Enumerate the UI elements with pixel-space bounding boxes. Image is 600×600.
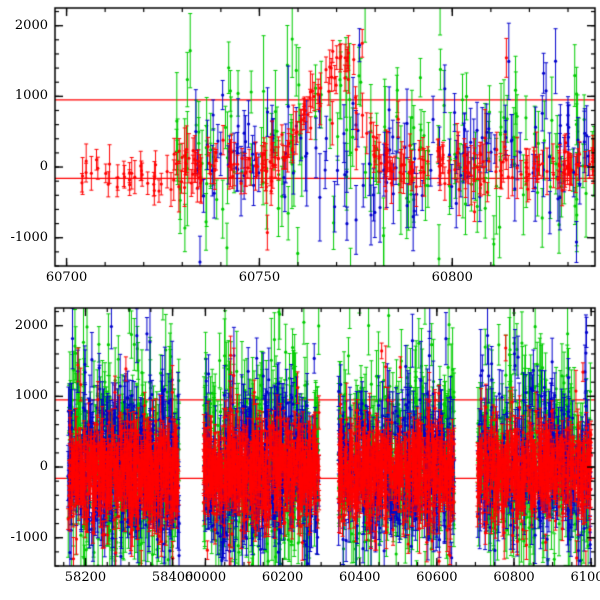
- y-tick-label: 1000: [14, 88, 48, 104]
- x-tick-label: 60000: [184, 570, 227, 585]
- y-tick-label: 0: [39, 459, 48, 475]
- x-tick-label: 60200: [261, 570, 304, 585]
- y-tick-label: -1000: [10, 529, 48, 545]
- x-tick-label: 61000: [570, 570, 600, 585]
- x-tick-label: 60700: [45, 270, 88, 285]
- y-tick-label: 2000: [14, 17, 48, 33]
- y-tick-label: 2000: [14, 317, 48, 333]
- y-tick-label: -1000: [10, 229, 48, 245]
- x-tick-label: 60750: [238, 270, 281, 285]
- y-tick-label: 0: [39, 159, 48, 175]
- x-tick-label: 60800: [493, 570, 535, 585]
- x-tick-label: 60600: [416, 570, 458, 585]
- y-tick-label: 1000: [14, 388, 48, 404]
- x-tick-label: 60800: [431, 270, 473, 285]
- x-tick-label: 58200: [64, 570, 107, 585]
- x-tick-label: 60400: [339, 570, 381, 585]
- x-tick-label: 58400: [151, 570, 194, 585]
